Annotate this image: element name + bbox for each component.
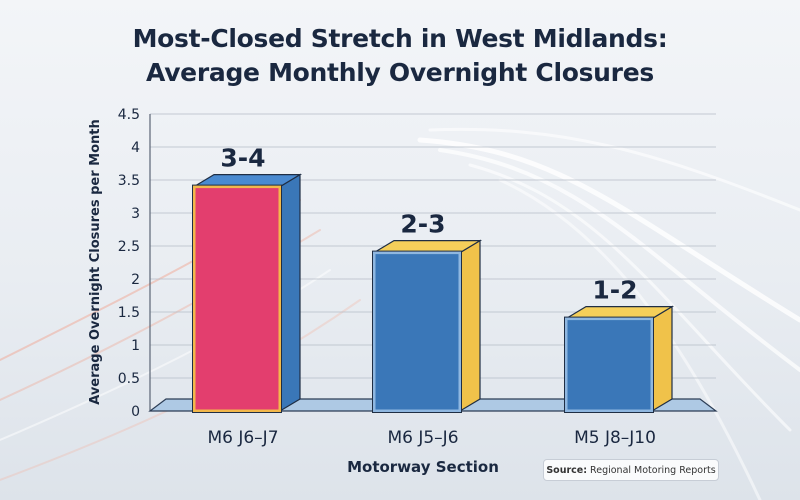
y-axis-title: Average Overnight Closures per Month bbox=[88, 119, 103, 405]
bar bbox=[192, 185, 282, 413]
y-tick-label: 0 bbox=[131, 404, 140, 420]
bar-outline bbox=[372, 250, 462, 413]
source-label: Source: bbox=[546, 464, 588, 476]
bar-outline bbox=[564, 316, 654, 414]
bar-side bbox=[459, 239, 481, 413]
y-tick-label: 4 bbox=[131, 140, 140, 156]
bar bbox=[372, 251, 462, 413]
y-tick-label: 2 bbox=[131, 272, 140, 288]
y-tick-label: 1 bbox=[131, 338, 140, 354]
chart-title-line-1: Most-Closed Stretch in West Midlands: bbox=[132, 24, 668, 53]
bar bbox=[564, 317, 654, 413]
y-tick-label: 2.5 bbox=[118, 239, 140, 255]
bar-side bbox=[651, 305, 673, 413]
data-label: 1-2 bbox=[592, 276, 637, 305]
source-note: Source: Regional Motoring Reports bbox=[543, 459, 719, 481]
bar-side bbox=[279, 173, 301, 413]
x-tick-label: M6 J6–J7 bbox=[207, 428, 278, 448]
data-label: 2-3 bbox=[400, 210, 445, 239]
y-tick-label: 3 bbox=[131, 206, 140, 222]
data-label: 3-4 bbox=[220, 144, 265, 173]
source-text: Regional Motoring Reports bbox=[590, 464, 716, 476]
y-tick-label: 4.5 bbox=[118, 107, 140, 123]
x-tick-label: M5 J8–J10 bbox=[574, 428, 656, 448]
x-axis-title: Motorway Section bbox=[347, 458, 499, 476]
y-tick-label: 1.5 bbox=[118, 305, 140, 321]
y-tick-label: 3.5 bbox=[118, 173, 140, 189]
x-tick-label: M6 J5–J6 bbox=[387, 428, 458, 448]
y-tick-label: 0.5 bbox=[118, 371, 140, 387]
bar-outline bbox=[192, 184, 282, 413]
chart-title-line-2: Average Monthly Overnight Closures bbox=[146, 58, 654, 87]
